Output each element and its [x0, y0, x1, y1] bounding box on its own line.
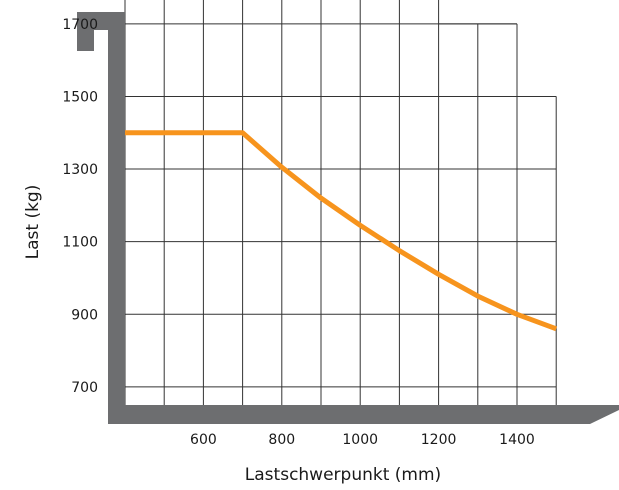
y-axis-title: Last (kg)	[23, 185, 43, 260]
x-tick-label: 1200	[421, 432, 457, 448]
x-tick-label: 1000	[342, 432, 378, 448]
y-tick-labels: 70090011001300150017001900210023002500	[62, 17, 98, 396]
x-tick-label: 600	[190, 432, 217, 448]
x-tick-labels: 600 800 1000 1200 1400	[190, 432, 535, 448]
y-tick-label: 1100	[62, 235, 98, 251]
y-tick-label: 900	[71, 307, 98, 323]
x-axis-title: Lastschwerpunkt (mm)	[245, 465, 441, 485]
load-capacity-curve	[125, 130, 558, 332]
grid	[124, 0, 557, 405]
y-tick-label: 1300	[62, 162, 98, 178]
y-tick-label: 700	[71, 380, 98, 396]
x-tick-label: 800	[268, 432, 295, 448]
x-tick-label: 1400	[499, 432, 535, 448]
y-tick-label: 1500	[62, 89, 98, 105]
y-tick-label: 1700	[62, 17, 98, 33]
